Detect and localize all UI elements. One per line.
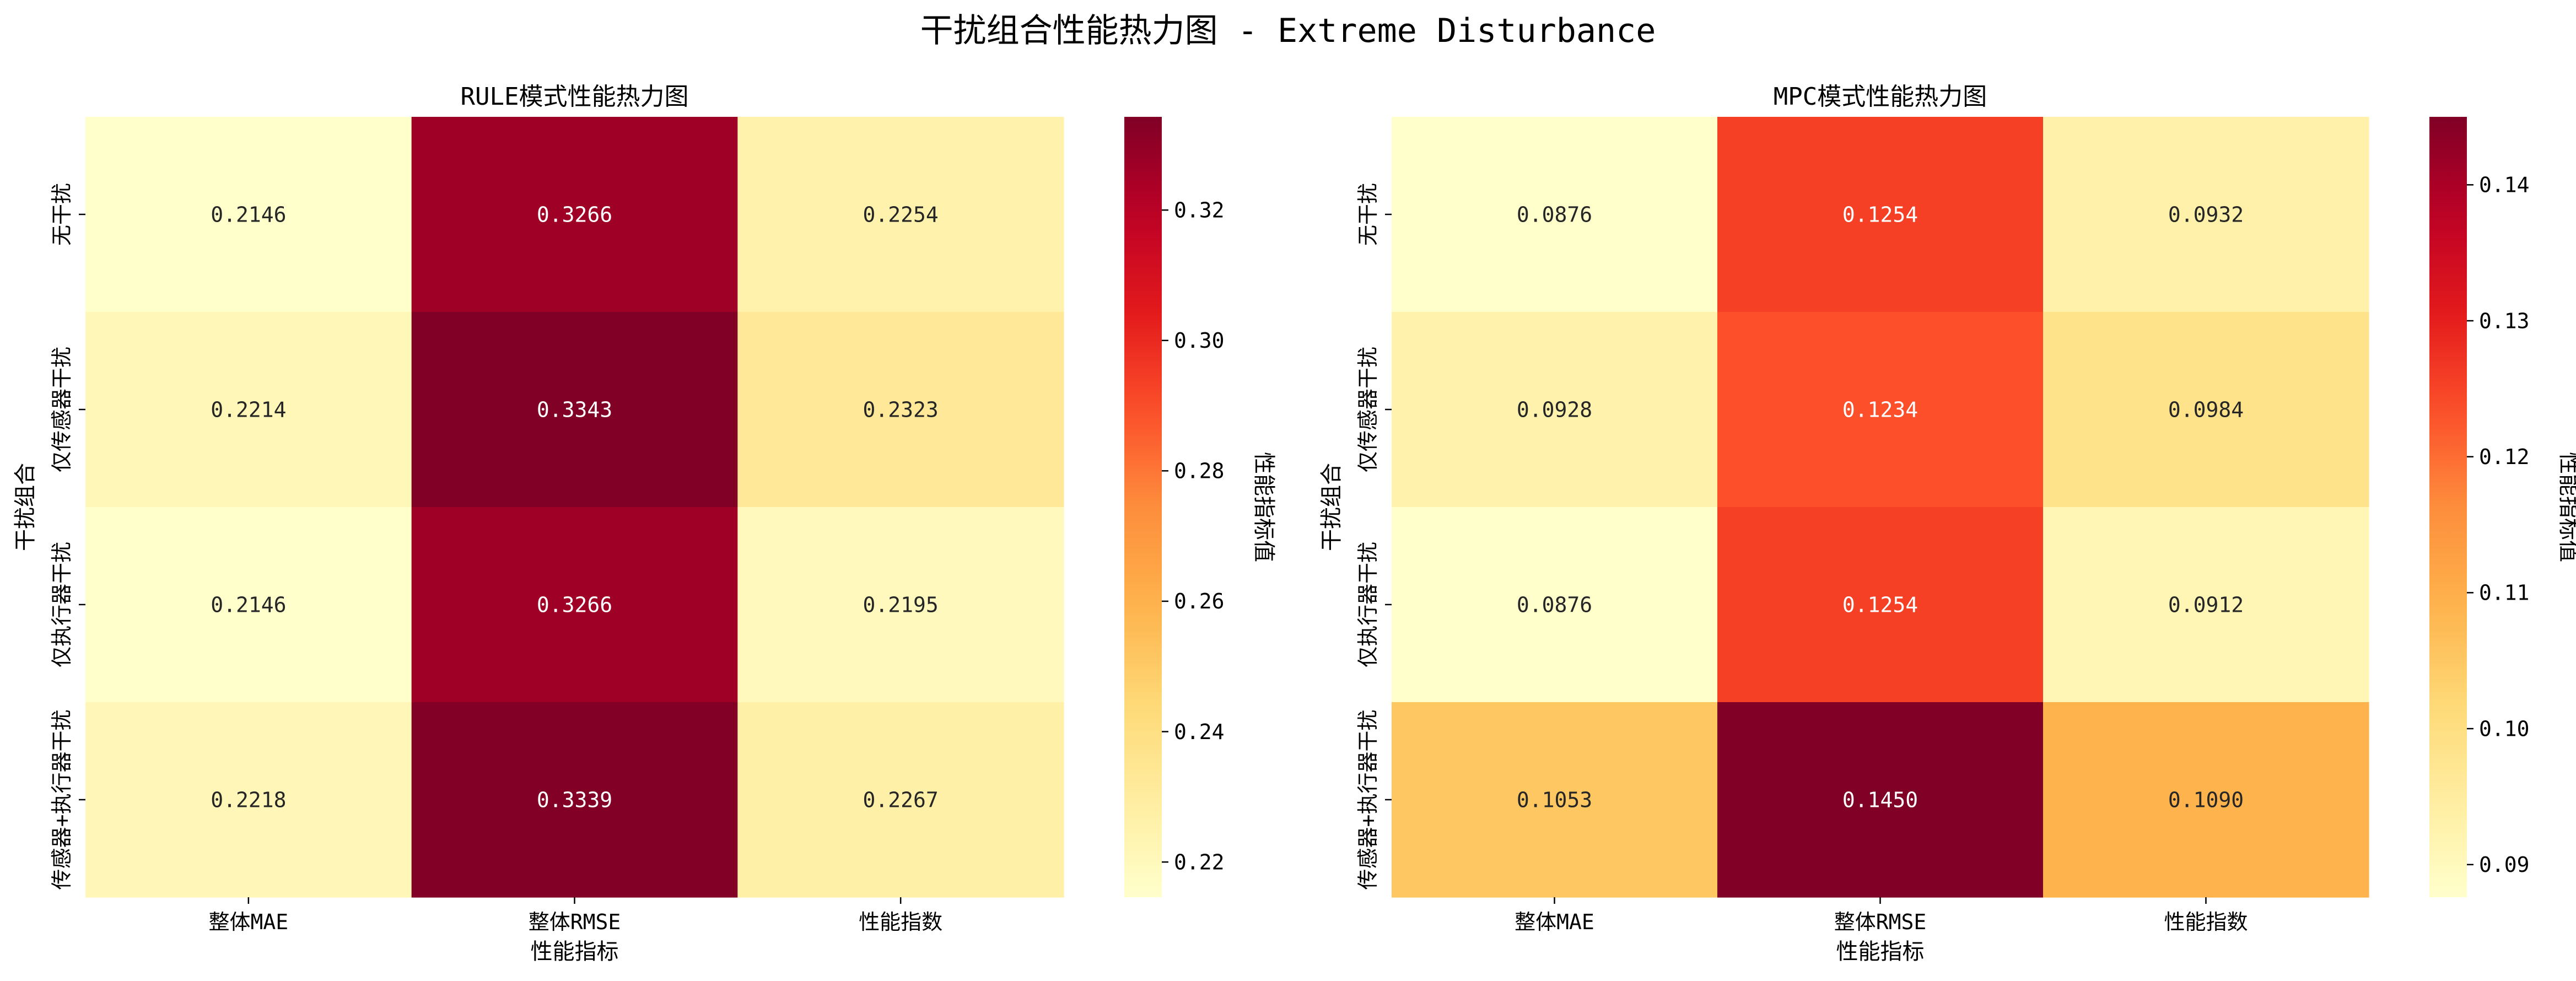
heatmap-panel-rule: RULE模式性能热力图 0.2146 0.3266 0.2254 0.2214 0.334… — [13, 83, 1276, 964]
x-tick-label: 整体RMSE — [529, 910, 621, 934]
cell-value-label: 0.1090 — [2168, 788, 2244, 812]
y-axis-label: 干扰组合 — [13, 463, 38, 551]
heatmap-cell — [2043, 117, 2369, 312]
heatmap-cell — [737, 702, 1064, 898]
heatmap-cell — [1717, 507, 2044, 703]
y-tick-label: 仅传感器干扰 — [1356, 347, 1380, 472]
cell-value-label: 0.2267 — [863, 788, 939, 812]
colorbar-tick-label: 0.22 — [1174, 850, 1225, 874]
heatmap-cell — [85, 507, 412, 703]
y-tick-label: 无干扰 — [1356, 183, 1380, 246]
heatmap-cell — [85, 702, 412, 898]
x-axis-label: 性能指标 — [1836, 939, 1925, 964]
y-axis-label: 干扰组合 — [1319, 463, 1344, 551]
subplot-title: RULE模式性能热力图 — [461, 83, 689, 111]
cell-value-label: 0.1053 — [1517, 788, 1592, 812]
cell-value-label: 0.2323 — [863, 397, 939, 422]
cell-value-label: 0.2195 — [863, 592, 939, 617]
y-tick-label: 仅传感器干扰 — [50, 347, 74, 472]
cell-value-label: 0.1254 — [1842, 202, 1918, 227]
cell-value-label: 0.1254 — [1842, 592, 1918, 617]
colorbar-tick-label: 0.14 — [2479, 173, 2530, 197]
cell-value-label: 0.3266 — [537, 202, 612, 227]
colorbar-tick-label: 0.32 — [1174, 198, 1225, 222]
cell-value-label: 0.1450 — [1842, 788, 1918, 812]
y-tick-label: 无干扰 — [50, 183, 74, 246]
colorbar-tick-label: 0.28 — [1174, 459, 1225, 483]
colorbar-tick-label: 0.13 — [2479, 309, 2530, 333]
colorbar-label: 性能指标值 — [2556, 452, 2576, 562]
cell-value-label: 0.0876 — [1517, 202, 1592, 227]
cell-value-label: 0.0876 — [1517, 592, 1592, 617]
cell-value-label: 0.3266 — [537, 592, 612, 617]
colorbar-label: 性能指标值 — [1251, 452, 1276, 562]
cell-value-label: 0.1234 — [1842, 397, 1918, 422]
x-tick-label: 性能指数 — [2164, 910, 2248, 934]
heatmap-cell — [411, 702, 738, 898]
subplot-title: MPC模式性能热力图 — [1774, 83, 1987, 111]
cell-value-label: 0.2218 — [211, 788, 286, 812]
cell-value-label: 0.0912 — [2168, 592, 2244, 617]
heatmap-cell — [85, 312, 412, 508]
cell-value-label: 0.2214 — [211, 397, 286, 422]
figure-title: 干扰组合性能热力图 - Extreme Disturbance — [920, 12, 1656, 50]
heatmap-cell — [737, 312, 1064, 508]
heatmap-cell — [737, 507, 1064, 703]
cell-value-label: 0.0984 — [2168, 397, 2244, 422]
heatmap-cell — [737, 117, 1064, 312]
colorbar-tick-label: 0.26 — [1174, 589, 1225, 613]
cell-value-label: 0.0928 — [1517, 397, 1592, 422]
y-tick-label: 仅执行器干扰 — [1356, 542, 1380, 667]
colorbar-tick-label: 0.24 — [1174, 720, 1225, 744]
cell-value-label: 0.2146 — [211, 202, 286, 227]
cell-value-label: 0.2254 — [863, 202, 939, 227]
colorbar-tick-label: 0.12 — [2479, 445, 2530, 469]
heatmap-cell — [2043, 507, 2369, 703]
colorbar-tick-label: 0.10 — [2479, 716, 2530, 741]
cell-value-label: 0.3343 — [537, 397, 612, 422]
heatmap-cell — [1392, 702, 1718, 898]
heatmap-panel-mpc: MPC模式性能热力图 0.0876 0.1254 0.0932 0.0928 0.1234… — [1319, 83, 2576, 964]
y-tick-label: 传感器+执行器干扰 — [50, 710, 74, 890]
cell-value-label: 0.3339 — [537, 788, 612, 812]
heatmap-cell — [1717, 702, 2044, 898]
colorbar-tick-label: 0.11 — [2479, 581, 2530, 605]
heatmap-cell — [1392, 117, 1718, 312]
colorbar-tick-label: 0.30 — [1174, 328, 1225, 353]
heatmap-cell — [1392, 312, 1718, 508]
x-tick-label: 整体RMSE — [1834, 910, 1927, 934]
cell-value-label: 0.2146 — [211, 592, 286, 617]
x-tick-label: 性能指数 — [859, 910, 942, 934]
heatmap-cell — [2043, 702, 2369, 898]
x-axis-label: 性能指标 — [531, 939, 619, 964]
cell-value-label: 0.0932 — [2168, 202, 2244, 227]
heatmap-cell — [411, 312, 738, 508]
x-tick-label: 整体MAE — [1515, 910, 1594, 934]
heatmap-cell — [411, 117, 738, 312]
colorbar — [2429, 117, 2467, 897]
y-tick-label: 仅执行器干扰 — [50, 542, 74, 667]
heatmap-cell — [1717, 117, 2044, 312]
heatmap-cell — [85, 117, 412, 312]
heatmap-cell — [411, 507, 738, 703]
x-tick-label: 整体MAE — [209, 910, 289, 934]
heatmap-cell — [2043, 312, 2369, 508]
heatmap-cell — [1392, 507, 1718, 703]
heatmap-cell — [1717, 312, 2044, 508]
y-tick-label: 传感器+执行器干扰 — [1356, 710, 1380, 890]
colorbar — [1124, 117, 1162, 897]
colorbar-tick-label: 0.09 — [2479, 853, 2530, 877]
